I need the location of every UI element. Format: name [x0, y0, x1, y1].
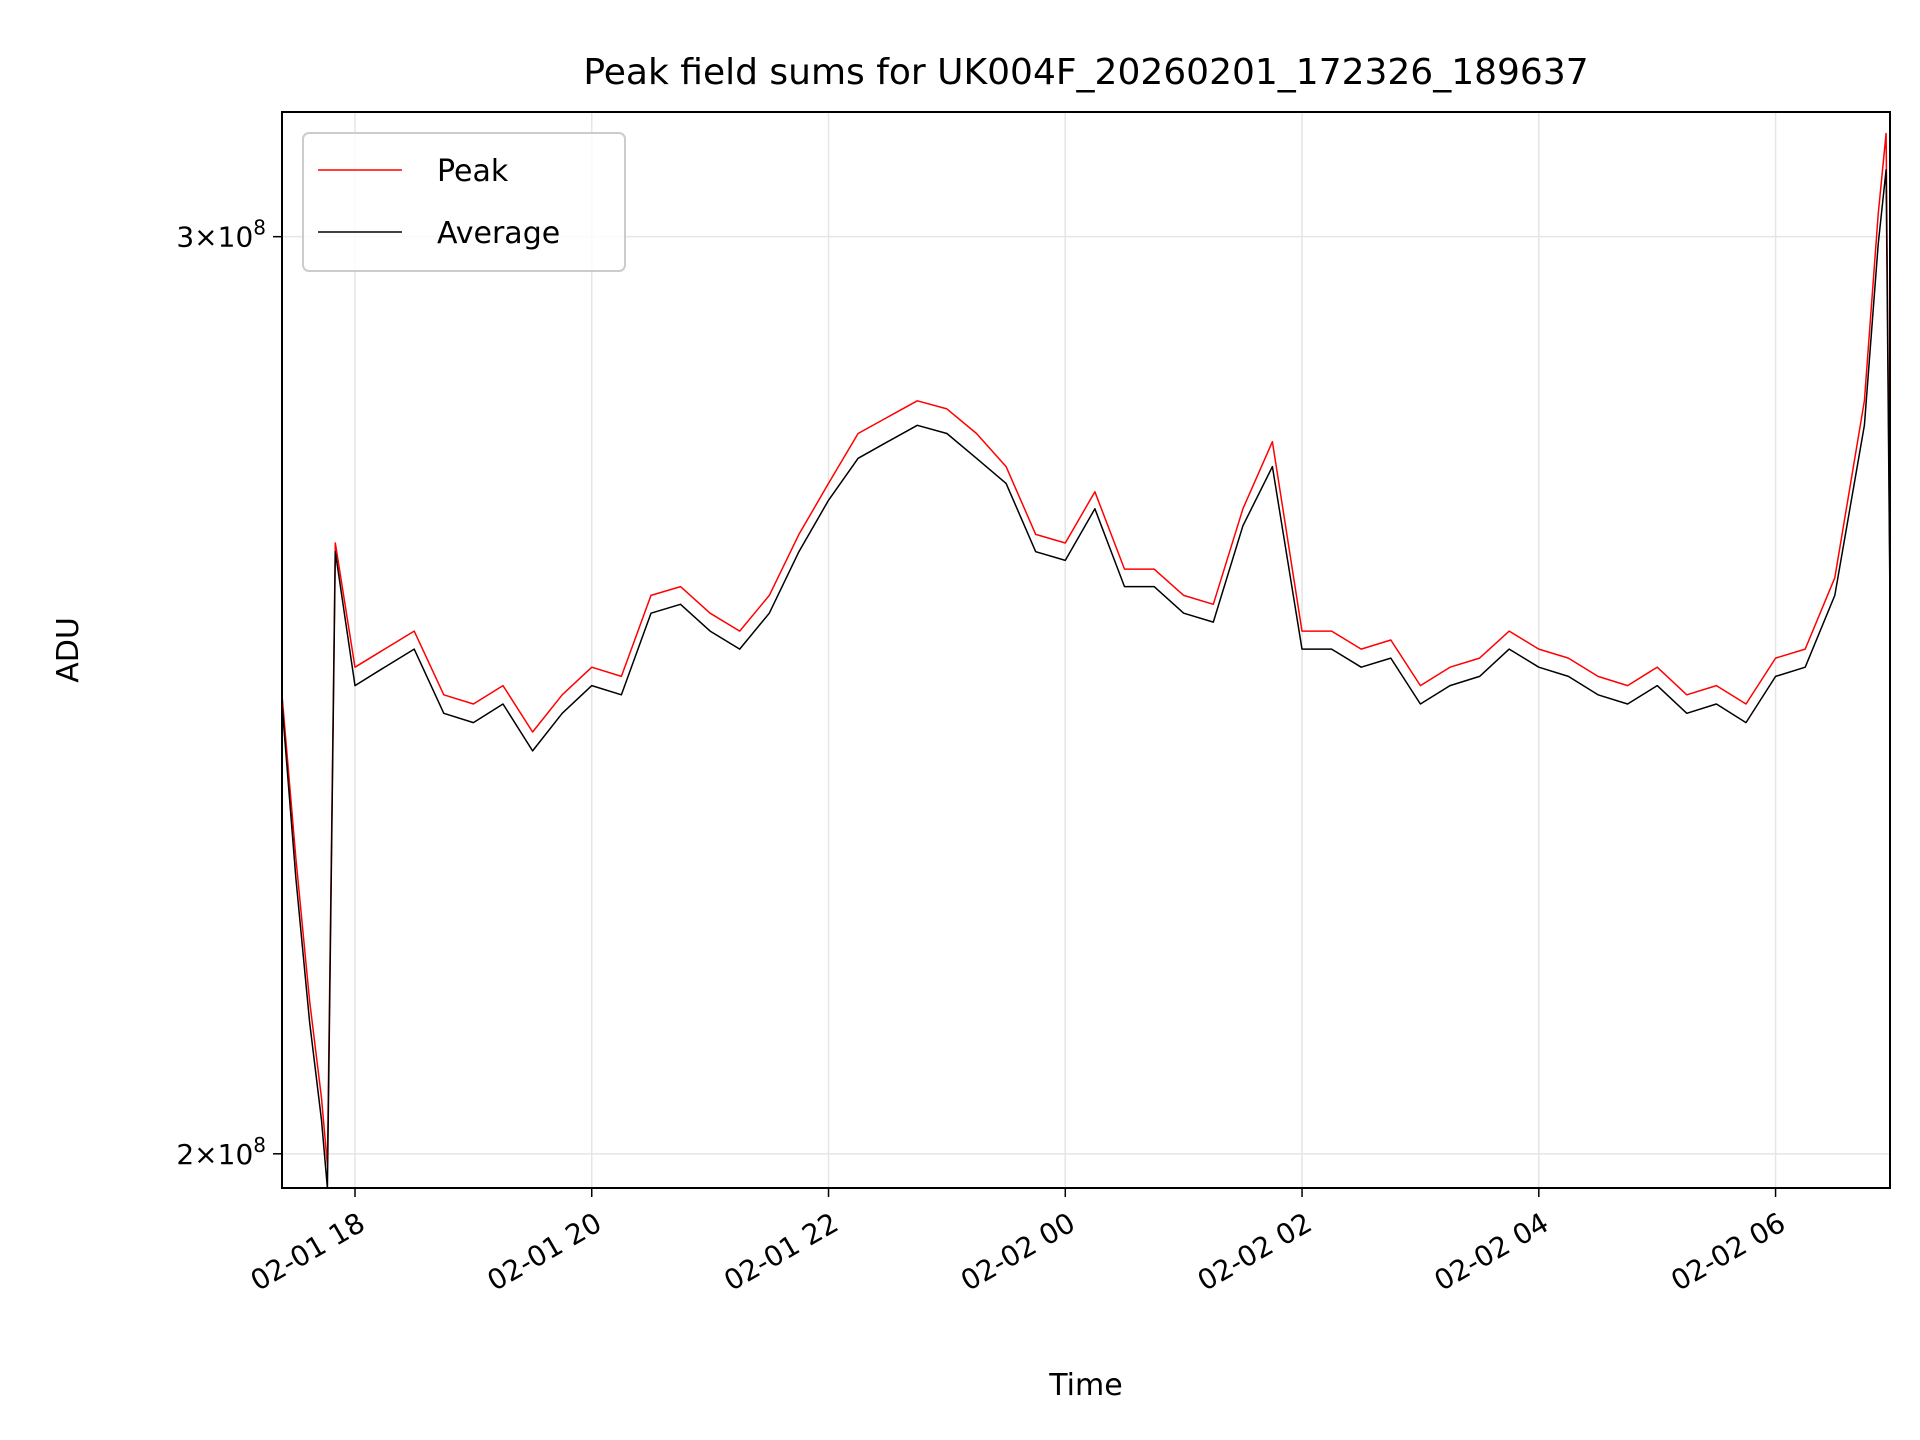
series-line-average: [281, 169, 1891, 1189]
y-axis-ticks: 2×108 3×108: [176, 216, 282, 1171]
series-line-peak: [281, 132, 1891, 1166]
x-axis-title: Time: [1048, 1368, 1122, 1403]
chart-title: Peak field sums for UK004F_20260201_1723…: [583, 52, 1588, 93]
series-lines: [281, 132, 1891, 1189]
plot-frame: [281, 111, 1891, 1189]
legend-label-peak: Peak: [437, 154, 509, 189]
y-axis-title: ADU: [51, 617, 86, 683]
y-tick-label: 3×108: [176, 216, 266, 254]
legend-box: [302, 132, 626, 272]
legend-label-average: Average: [437, 216, 560, 251]
legend: Peak Average: [302, 132, 626, 272]
y-tick-label: 2×108: [176, 1133, 266, 1171]
grid-lines: [282, 112, 1890, 1188]
